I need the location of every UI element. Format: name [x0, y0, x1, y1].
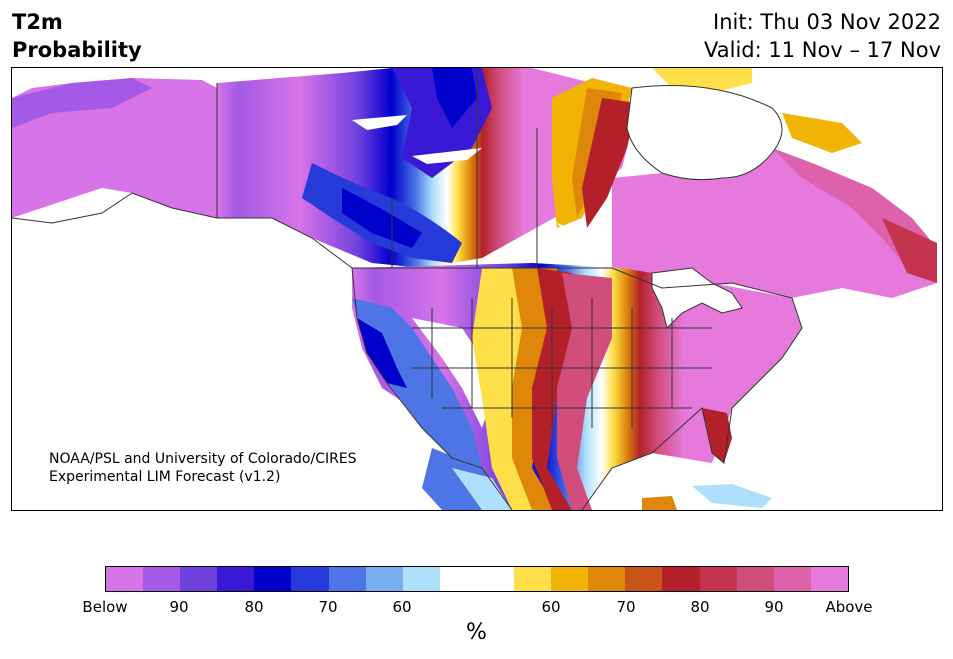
probability-map — [12, 68, 937, 510]
map-panel — [11, 67, 943, 511]
valid-range: Valid: 11 Nov – 17 Nov — [704, 38, 941, 62]
colorbar-segment — [625, 567, 663, 591]
colorbar-segment — [810, 567, 848, 591]
colorbar-segment — [662, 567, 700, 591]
title-line-1: T2m — [12, 10, 63, 34]
credit-line-2: Experimental LIM Forecast (v1.2) — [49, 469, 281, 485]
colorbar-segment — [736, 567, 774, 591]
tick-label: 90 — [764, 598, 784, 616]
tick-label: 60 — [392, 598, 412, 616]
colorbar-segment — [588, 567, 626, 591]
credit-text: NOAA/PSL and University of Colorado/CIRE… — [49, 450, 357, 486]
colorbar-segment — [143, 567, 181, 591]
init-date: Init: Thu 03 Nov 2022 — [713, 10, 941, 34]
forecast-dates: Init: Thu 03 Nov 2022 Valid: 11 Nov – 17… — [704, 8, 941, 64]
unit-label: % — [466, 620, 487, 645]
boundaries — [12, 68, 803, 510]
colorbar-segment — [254, 567, 292, 591]
colorbar-segment — [439, 567, 477, 591]
colorbar — [105, 566, 849, 592]
colorbar-segment — [180, 567, 218, 591]
great-lakes — [652, 268, 742, 328]
colorbar-segment — [402, 567, 440, 591]
colorbar-segment — [476, 567, 515, 591]
colorbar-segment — [699, 567, 737, 591]
tick-label: 70 — [318, 598, 338, 616]
map-title: T2m Probability — [12, 8, 142, 64]
credit-line-1: NOAA/PSL and University of Colorado/CIRE… — [49, 451, 357, 467]
tick-label: 90 — [169, 598, 189, 616]
tick-label: Below — [82, 598, 128, 616]
colorbar-segment — [773, 567, 811, 591]
tick-label: Above — [825, 598, 873, 616]
colorbar-segment — [217, 567, 255, 591]
tick-label: 80 — [690, 598, 710, 616]
land-areas — [12, 68, 937, 510]
colorbar-segment — [106, 567, 144, 591]
colorbar-segment — [328, 567, 366, 591]
colorbar-segment — [514, 567, 552, 591]
colorbar-segment — [365, 567, 403, 591]
title-line-2: Probability — [12, 38, 142, 62]
water-bodies — [12, 85, 782, 328]
tick-label: 60 — [541, 598, 561, 616]
colorbar-segment — [291, 567, 329, 591]
tick-label: 70 — [616, 598, 636, 616]
tick-label: 80 — [244, 598, 264, 616]
colorbar-segment — [551, 567, 589, 591]
colorbar-ticks: Below 90 80 70 60 60 70 80 90 Above — [82, 598, 872, 618]
hudson-bay — [627, 85, 782, 180]
alaska-region — [12, 78, 217, 218]
